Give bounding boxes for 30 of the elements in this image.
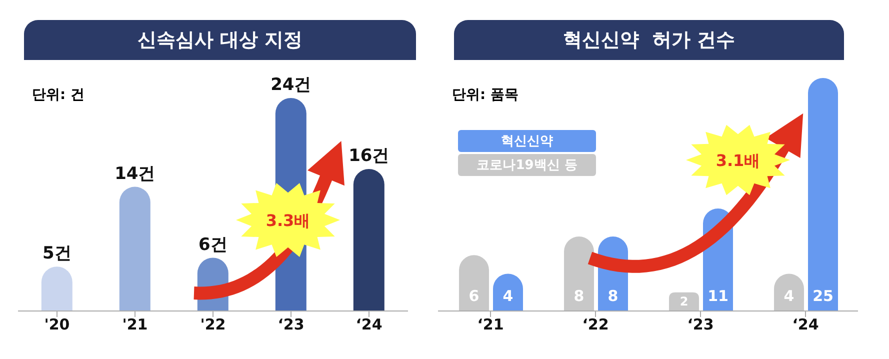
- bar: [459, 255, 489, 311]
- data-label: 14건: [114, 164, 156, 184]
- data-label: 24건: [270, 75, 312, 95]
- data-label: 11: [708, 287, 728, 305]
- bar: [564, 236, 594, 311]
- annotation: 3.3배: [266, 211, 310, 230]
- data-label: 6건: [198, 234, 228, 255]
- x-tick-label: ‘24: [356, 316, 382, 334]
- data-label: 8: [608, 287, 618, 305]
- chart-title: 혁신신약 허가 건수: [454, 20, 844, 60]
- bar: [353, 169, 384, 311]
- x-tick-label: ‘21: [477, 316, 504, 334]
- x-tick-label: '22: [200, 316, 226, 334]
- bar: [808, 78, 838, 311]
- x-tick-label: '21: [122, 316, 148, 334]
- chart-title: 신속심사 대상 지정: [24, 20, 416, 60]
- x-tick-label: ‘22: [582, 316, 609, 334]
- bar: [119, 186, 150, 311]
- x-tick-label: ‘23: [278, 316, 304, 334]
- x-tick-label: ‘24: [792, 316, 819, 334]
- annotation: 단위: 건: [32, 86, 84, 104]
- annotation: 3.1배: [716, 151, 760, 170]
- data-label: 4: [502, 287, 514, 305]
- x-tick-label: '20: [44, 316, 70, 334]
- annotation: 단위: 품목: [452, 86, 518, 104]
- text: 혁신신약: [458, 130, 596, 152]
- data-label: 25: [812, 287, 834, 305]
- x-tick-label: ‘23: [687, 316, 714, 334]
- data-label: 5건: [42, 244, 72, 264]
- data-label: 16건: [348, 146, 390, 166]
